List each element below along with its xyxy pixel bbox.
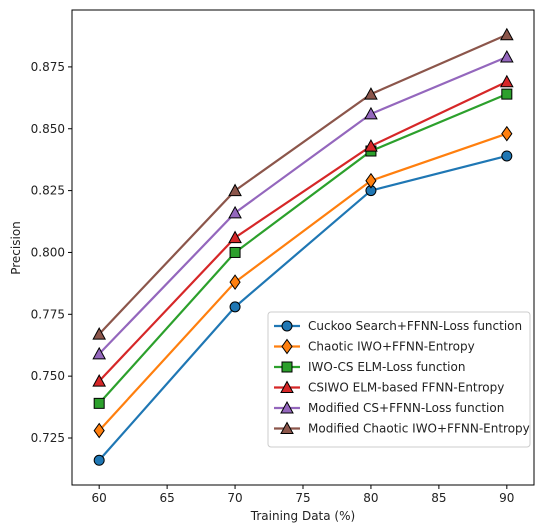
data-point (228, 230, 242, 244)
legend-label: Chaotic IWO+FFNN-Entropy (308, 340, 475, 354)
y-tick-label: 0.875 (31, 60, 65, 74)
series-line (98, 93, 508, 405)
y-tick-label: 0.725 (31, 431, 65, 445)
data-point (499, 27, 514, 41)
data-point (501, 88, 513, 100)
legend-label: Modified Chaotic IWO+FFNN-Entropy (308, 422, 530, 436)
legend-marker (281, 361, 293, 373)
data-point (229, 274, 241, 290)
series-line (98, 55, 508, 355)
axis-ticks: 60 65 70 75 80 85 90 0.725 0.750 0.775 0.800 0.825 0… (31, 60, 515, 505)
legend-label: Cuckoo Search+FFNN-Loss function (308, 319, 522, 333)
data-point (365, 172, 377, 189)
x-tick-label: 75 (295, 491, 310, 505)
data-point (501, 150, 513, 162)
data-point (229, 301, 241, 313)
y-tick-label: 0.775 (31, 307, 65, 321)
y-axis-title: Precision (9, 221, 23, 275)
series-line (98, 154, 508, 461)
x-tick-label: 80 (363, 491, 378, 505)
legend-box (267, 311, 531, 448)
series-line (98, 80, 508, 382)
data-point (92, 327, 107, 340)
legend: Cuckoo Search+FFNN-Loss function Chaotic … (267, 311, 531, 448)
data-point (364, 139, 378, 152)
y-tick-label: 0.825 (31, 184, 65, 198)
x-tick-label: 85 (431, 491, 446, 505)
legend-marker (280, 421, 294, 434)
data-point (228, 183, 242, 197)
data-point (499, 49, 514, 63)
legend-label: Modified CS+FFNN-Loss function (308, 401, 504, 415)
y-tick-label: 0.800 (31, 245, 65, 259)
data-point (93, 397, 105, 409)
data-point (501, 125, 513, 142)
x-axis-title: Training Data (%) (250, 509, 355, 523)
legend-marker (281, 320, 293, 332)
series-markers (92, 27, 514, 466)
data-point (364, 87, 378, 100)
series-line (98, 33, 508, 335)
x-tick-label: 70 (227, 491, 242, 505)
x-tick-label: 60 (92, 491, 107, 505)
x-tick-label: 90 (499, 491, 514, 505)
y-tick-label: 0.850 (31, 122, 65, 136)
legend-label: IWO-CS ELM-Loss function (308, 360, 465, 374)
data-point (92, 374, 107, 387)
data-point (229, 246, 241, 258)
legend-marker (280, 380, 294, 393)
data-point (499, 74, 514, 88)
legend-label: CSIWO ELM-based FFNN-Entropy (308, 381, 504, 395)
legend-marker (281, 338, 293, 355)
data-point (92, 346, 107, 360)
data-point (228, 205, 242, 219)
x-tick-label: 65 (159, 491, 174, 505)
data-point (364, 106, 378, 120)
legend-marker (280, 400, 294, 414)
data-point (93, 454, 105, 466)
series-lines (98, 33, 508, 461)
data-point (93, 422, 105, 439)
series-line (98, 132, 508, 432)
y-tick-label: 0.750 (31, 369, 65, 383)
